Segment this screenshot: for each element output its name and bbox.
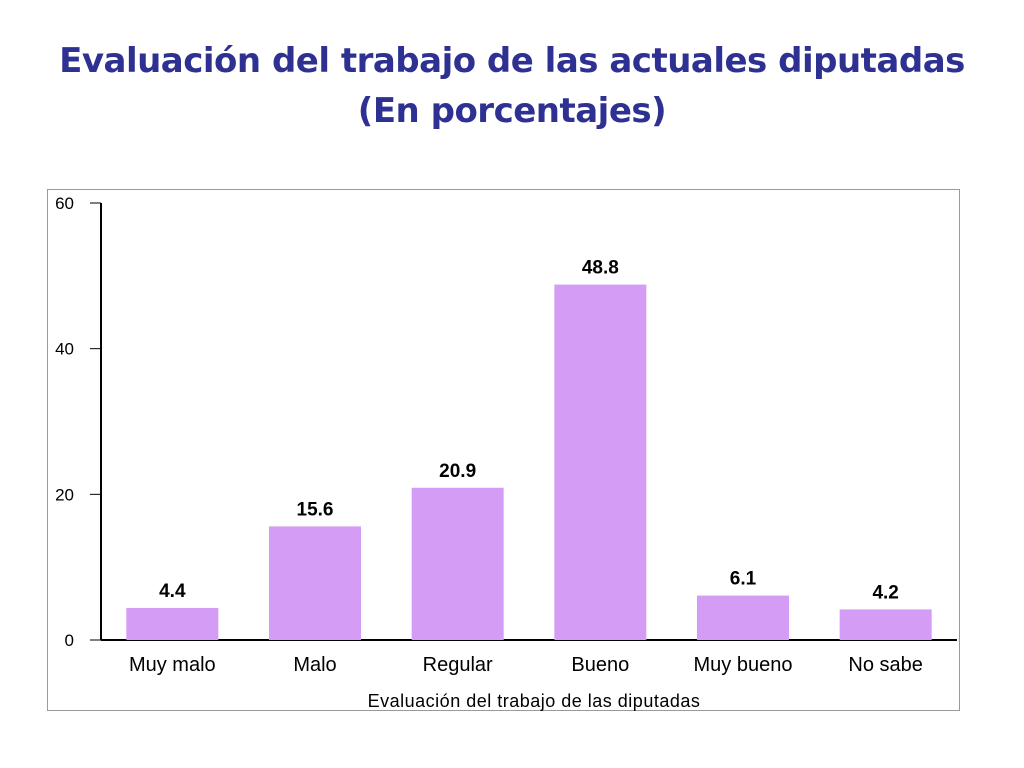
slide-title: Evaluación del trabajo de las actuales d… — [0, 36, 1024, 136]
bar — [697, 595, 789, 640]
bar — [554, 284, 647, 640]
bar — [269, 526, 361, 640]
x-tick-label: Muy bueno — [694, 654, 793, 676]
bar — [126, 607, 219, 640]
x-tick-label: Bueno — [571, 654, 629, 676]
slide-title-line2: (En porcentajes) — [357, 91, 667, 131]
data-label: 4.2 — [872, 582, 898, 603]
x-axis-title: Evaluación del trabajo de las diputadas — [368, 691, 701, 711]
y-tick-label: 40 — [55, 340, 74, 359]
y-tick-label: 20 — [55, 485, 74, 504]
bar — [411, 487, 504, 640]
x-tick-label: Muy malo — [129, 654, 216, 676]
y-tick-label: 60 — [55, 194, 74, 213]
slide-title-line1: Evaluación del trabajo de las actuales d… — [59, 41, 965, 81]
data-label: 4.4 — [159, 581, 186, 602]
data-label: 20.9 — [439, 461, 476, 482]
x-tick-label: Regular — [423, 654, 493, 676]
data-label: 6.1 — [730, 569, 757, 590]
y-tick-label: 0 — [65, 631, 74, 650]
bar — [839, 609, 932, 640]
x-tick-label: No sabe — [848, 654, 923, 676]
x-tick-label: Malo — [293, 654, 336, 676]
data-label: 48.8 — [582, 258, 619, 279]
data-label: 15.6 — [297, 499, 334, 520]
